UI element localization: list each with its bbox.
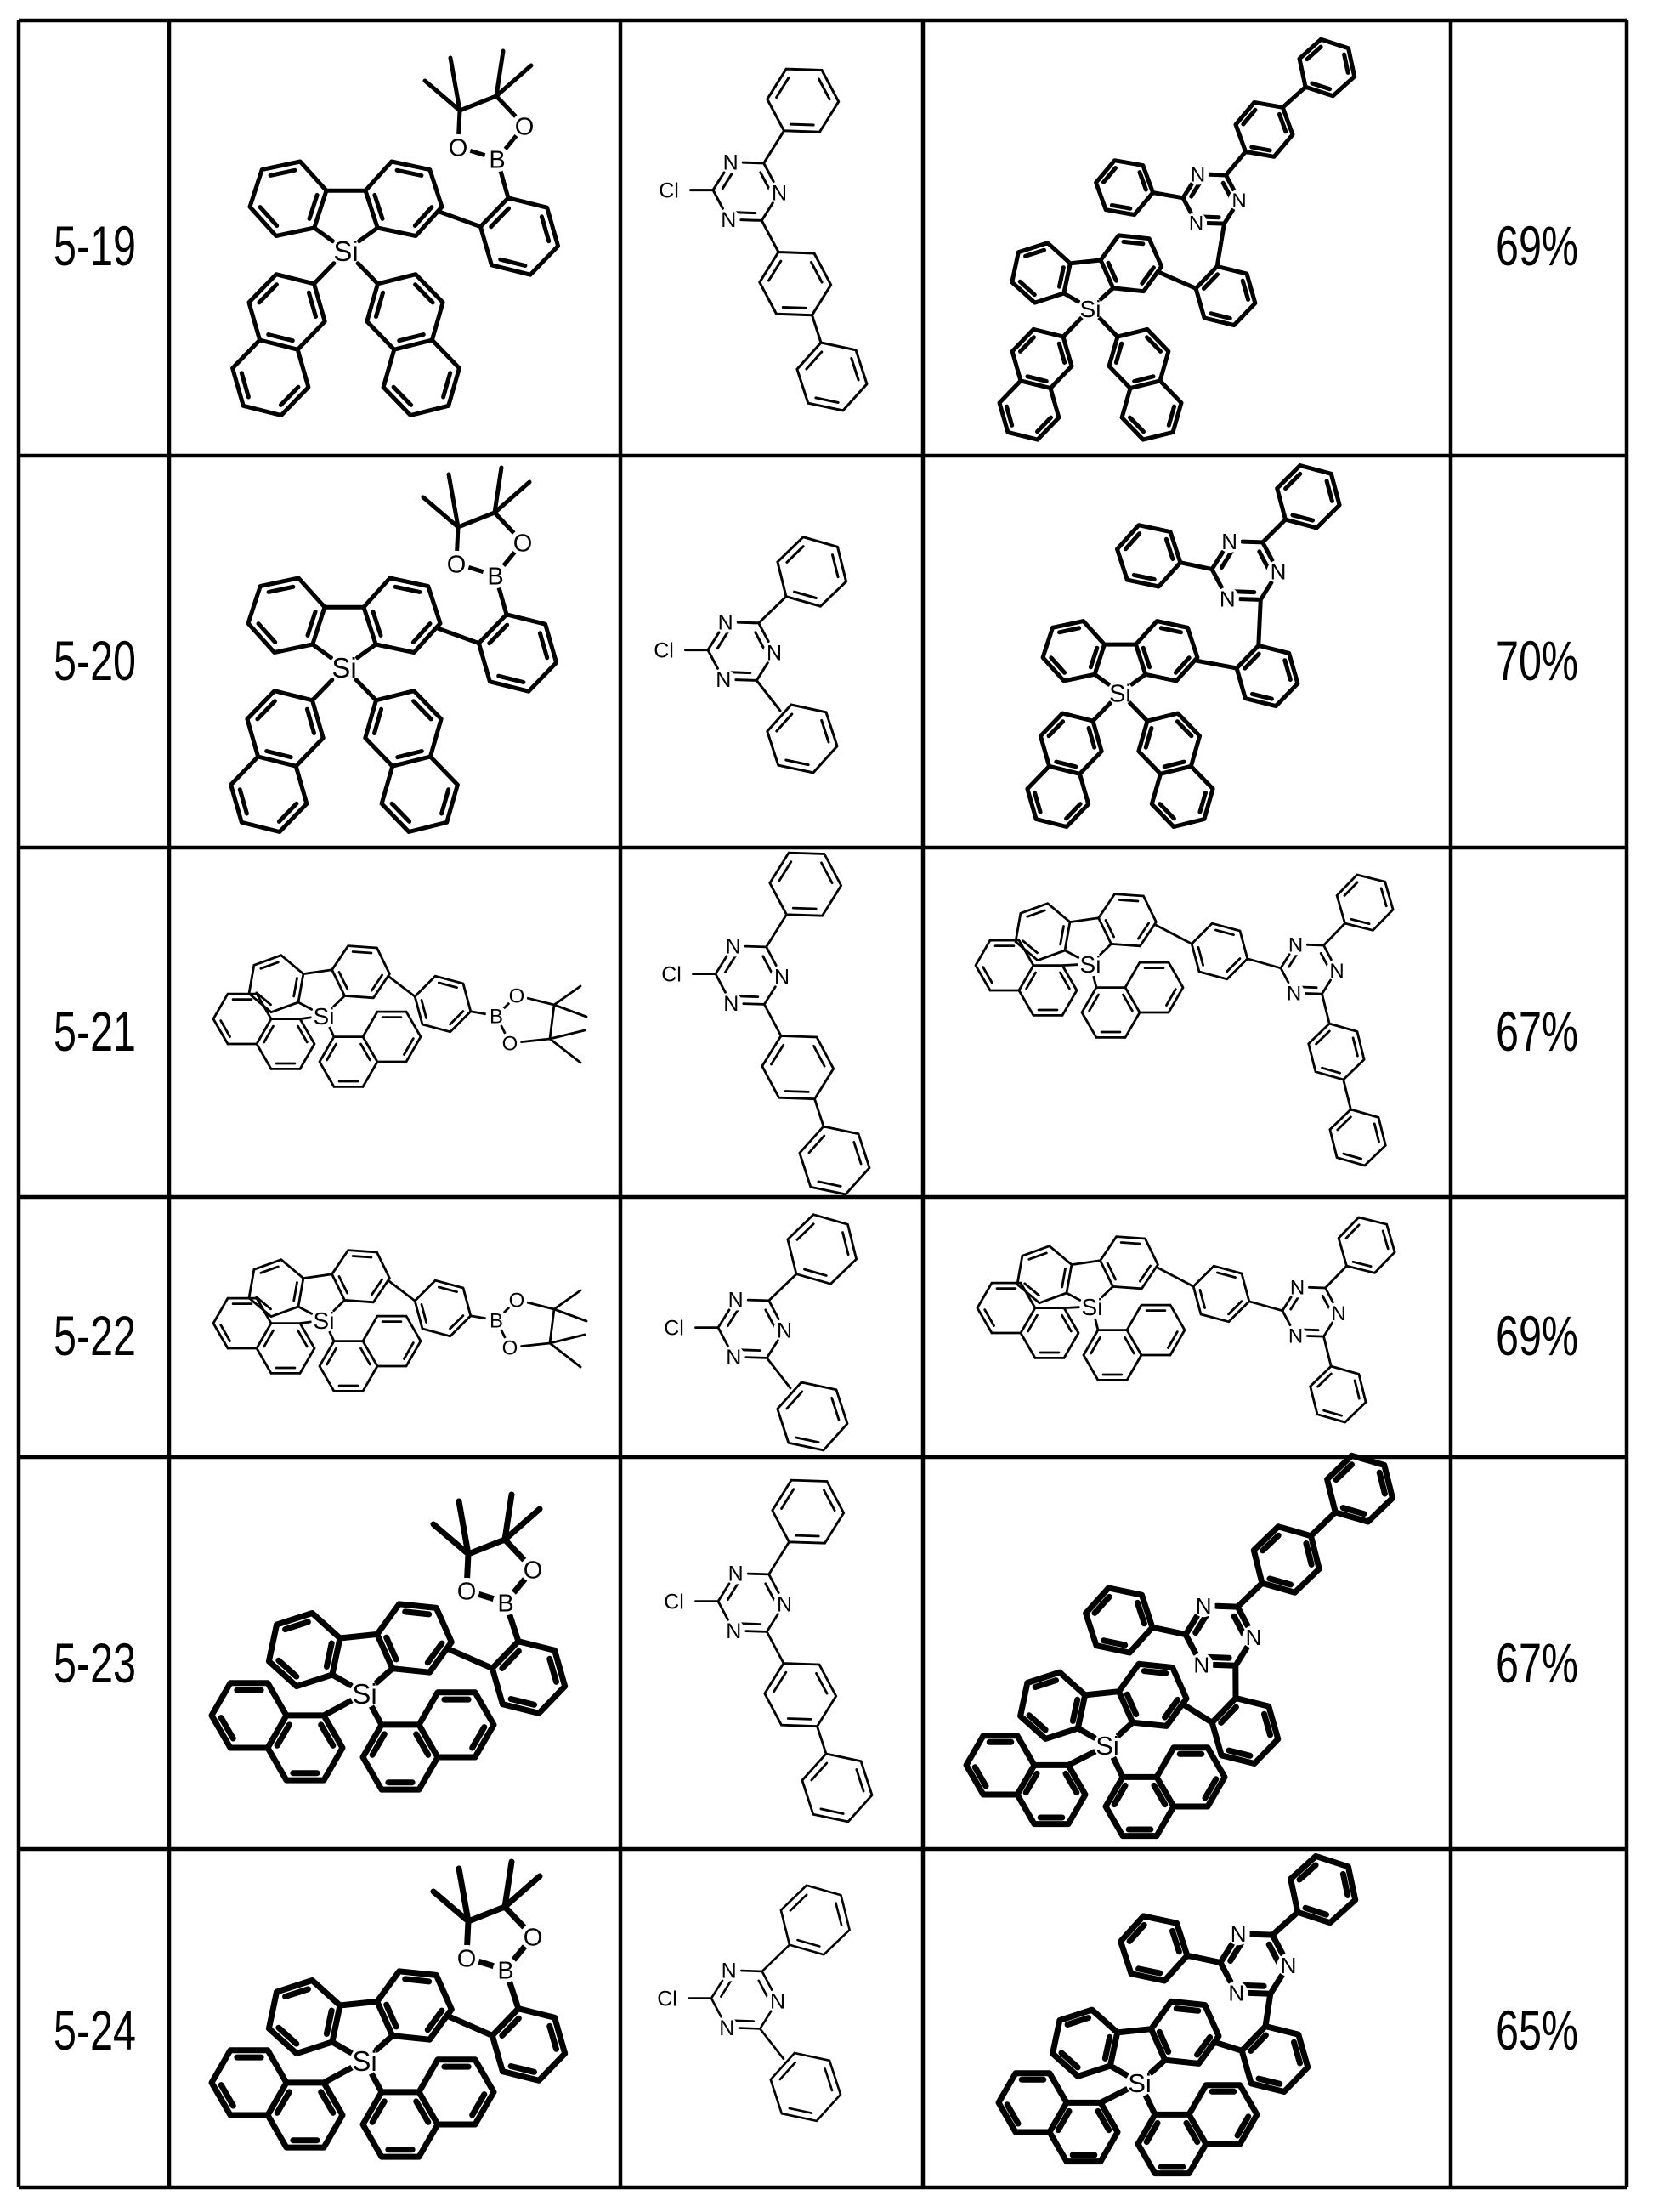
svg-text:N: N [726, 1346, 741, 1370]
svg-text:N: N [1220, 586, 1236, 611]
svg-text:N: N [1231, 1921, 1247, 1947]
svg-text:N: N [721, 208, 736, 232]
svg-text:O: O [524, 1557, 543, 1584]
svg-text:65%: 65% [1496, 1999, 1578, 2062]
svg-text:N: N [718, 611, 733, 635]
svg-text:5-19: 5-19 [54, 214, 136, 277]
svg-text:Si: Si [352, 2045, 376, 2077]
svg-text:N: N [774, 965, 790, 989]
svg-text:N: N [728, 1563, 744, 1586]
svg-text:N: N [1191, 164, 1205, 187]
svg-text:O: O [515, 113, 535, 140]
svg-text:B: B [487, 563, 503, 590]
svg-text:B: B [490, 1310, 503, 1333]
svg-text:Cl: Cl [661, 963, 682, 987]
svg-text:N: N [723, 992, 739, 1016]
svg-text:O: O [513, 530, 533, 557]
svg-text:Si: Si [352, 1678, 376, 1710]
svg-text:N: N [772, 181, 787, 205]
svg-text:N: N [1246, 1625, 1262, 1650]
svg-text:N: N [726, 1619, 741, 1643]
svg-text:N: N [767, 641, 782, 665]
svg-text:N: N [770, 1989, 785, 2013]
svg-text:N: N [1271, 559, 1287, 585]
svg-text:O: O [457, 1578, 477, 1605]
svg-text:N: N [1288, 934, 1303, 957]
svg-text:N: N [1231, 190, 1246, 213]
svg-text:N: N [716, 668, 731, 692]
svg-text:5-24: 5-24 [54, 1999, 136, 2062]
svg-text:Si: Si [333, 235, 358, 267]
svg-text:O: O [509, 1290, 525, 1313]
svg-text:N: N [719, 2016, 734, 2040]
svg-text:Cl: Cl [654, 639, 674, 663]
svg-text:O: O [524, 1924, 543, 1951]
svg-text:B: B [489, 146, 505, 173]
svg-text:N: N [1193, 1652, 1209, 1677]
svg-text:N: N [1331, 1302, 1345, 1325]
svg-text:69%: 69% [1496, 1304, 1578, 1367]
svg-text:67%: 67% [1496, 1631, 1578, 1694]
svg-text:Cl: Cl [657, 1988, 677, 2011]
svg-text:5-20: 5-20 [54, 629, 136, 692]
svg-text:Si: Si [1080, 951, 1101, 978]
svg-text:N: N [1189, 213, 1203, 235]
svg-text:B: B [497, 1957, 513, 1984]
svg-text:O: O [502, 1337, 518, 1360]
svg-text:69%: 69% [1496, 214, 1578, 277]
svg-text:Si: Si [314, 1003, 335, 1029]
svg-text:Cl: Cl [664, 1317, 684, 1341]
svg-text:Si: Si [1080, 296, 1101, 322]
svg-text:N: N [722, 1960, 737, 1983]
svg-text:5-21: 5-21 [54, 1000, 136, 1063]
svg-text:70%: 70% [1496, 629, 1578, 692]
svg-text:N: N [1196, 1593, 1212, 1619]
svg-text:O: O [509, 985, 525, 1008]
svg-text:Si: Si [1109, 680, 1131, 707]
svg-text:N: N [777, 1319, 792, 1342]
svg-text:Si: Si [1095, 1731, 1119, 1761]
svg-text:N: N [1290, 1277, 1305, 1300]
svg-text:O: O [449, 134, 468, 162]
svg-text:N: N [1288, 1325, 1303, 1348]
svg-text:N: N [728, 1289, 744, 1313]
svg-text:N: N [723, 151, 739, 175]
svg-text:O: O [447, 551, 467, 578]
svg-text:B: B [490, 1006, 503, 1029]
svg-text:N: N [1287, 983, 1301, 1006]
svg-text:Cl: Cl [659, 179, 679, 203]
svg-text:N: N [1228, 1980, 1244, 2005]
svg-text:N: N [777, 1592, 792, 1616]
svg-text:Si: Si [331, 652, 356, 683]
svg-text:O: O [502, 1033, 518, 1056]
svg-text:Cl: Cl [664, 1591, 684, 1614]
svg-text:N: N [1221, 529, 1237, 554]
svg-text:5-22: 5-22 [54, 1304, 136, 1367]
svg-text:B: B [497, 1590, 513, 1617]
svg-text:5-23: 5-23 [54, 1631, 136, 1694]
svg-text:O: O [457, 1945, 477, 1972]
svg-text:Si: Si [1128, 2068, 1152, 2098]
svg-text:N: N [1281, 1953, 1297, 1978]
svg-text:N: N [726, 935, 741, 959]
svg-text:67%: 67% [1496, 1000, 1578, 1063]
svg-text:N: N [1329, 960, 1344, 983]
svg-text:Si: Si [1082, 1294, 1103, 1320]
svg-text:Si: Si [314, 1307, 335, 1334]
